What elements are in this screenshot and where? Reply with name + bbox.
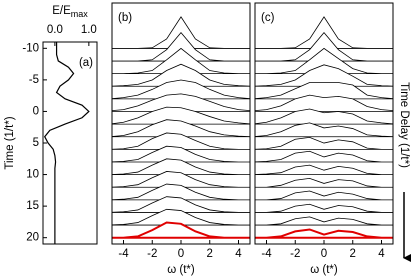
traces	[112, 16, 250, 239]
x-axis-label-main: E/E	[52, 5, 71, 17]
x-tick-label: 0	[178, 248, 184, 260]
spectrum-trace	[112, 63, 250, 87]
y-tick-label: -10	[22, 42, 39, 54]
spectrum-trace	[255, 47, 393, 75]
spectrum-trace	[112, 171, 250, 188]
x-tick-label: -4	[118, 248, 129, 260]
x-axis-label: E/Emax	[52, 5, 88, 19]
spectrum-trace	[255, 164, 393, 176]
spectrum-trace	[112, 32, 250, 62]
traces	[255, 16, 393, 239]
x-tick-label: 0.0	[47, 24, 63, 36]
spectrum-trace	[255, 108, 393, 125]
spectrum-trace	[112, 158, 250, 176]
x-tick-label: 4	[235, 248, 242, 260]
spectrum-trace	[112, 132, 250, 150]
x-tick-label: 2	[350, 248, 356, 260]
spectrum-trace	[255, 216, 393, 226]
x-tick-label: 4	[378, 248, 385, 260]
spectrum-trace	[255, 150, 393, 163]
x-axis-label-sub: max	[71, 9, 89, 19]
x-axis-label: ω (t*)	[310, 264, 338, 276]
spectrum-trace	[255, 136, 393, 150]
x-tick-label: -2	[147, 248, 157, 260]
spectrum-trace	[255, 122, 393, 138]
spectrum-trace	[112, 106, 250, 125]
spectrum-trace	[112, 145, 250, 163]
y-tick-label: 0	[33, 105, 39, 117]
spectrum-trace	[255, 203, 393, 213]
x-tick-label: 0	[321, 248, 327, 260]
x-axis-label: ω (t*)	[167, 264, 195, 276]
y-tick-label: 5	[33, 137, 39, 149]
spectrum-trace	[255, 94, 393, 112]
spectrum-trace	[255, 32, 393, 62]
spectrum-trace	[112, 221, 250, 239]
spectrum-trace	[112, 196, 250, 213]
x-tick-label: -4	[261, 248, 272, 260]
plot-frame	[42, 41, 98, 245]
y-tick-label: 10	[26, 169, 39, 181]
y-tick-label: -5	[29, 74, 39, 86]
y-tick-label: 20	[26, 232, 39, 244]
spectrum-trace	[112, 183, 250, 201]
y-axis-label: Time (1/t*)	[4, 116, 16, 169]
field-curve	[43, 42, 90, 244]
spectrum-trace	[255, 228, 393, 239]
spectrum-trace	[112, 93, 250, 112]
panel-label: (c)	[261, 12, 275, 24]
spectrum-trace	[255, 190, 393, 201]
panel-label: (b)	[118, 12, 132, 24]
x-tick-label: 2	[207, 248, 213, 260]
spectrum-trace	[112, 79, 250, 100]
y-tick-label: 15	[26, 200, 39, 212]
panel-label: (a)	[79, 57, 93, 69]
spectrum-trace	[112, 47, 250, 75]
spectrum-trace	[112, 208, 250, 226]
x-tick-label: 1.0	[81, 24, 97, 36]
spectrum-trace	[255, 64, 393, 87]
x-tick-label: -2	[290, 248, 300, 260]
spectrum-trace	[255, 82, 393, 100]
y-axis-label: Time Delay (1/t*)	[398, 82, 410, 168]
spectrum-trace	[255, 177, 393, 188]
spectrum-trace	[112, 119, 250, 138]
